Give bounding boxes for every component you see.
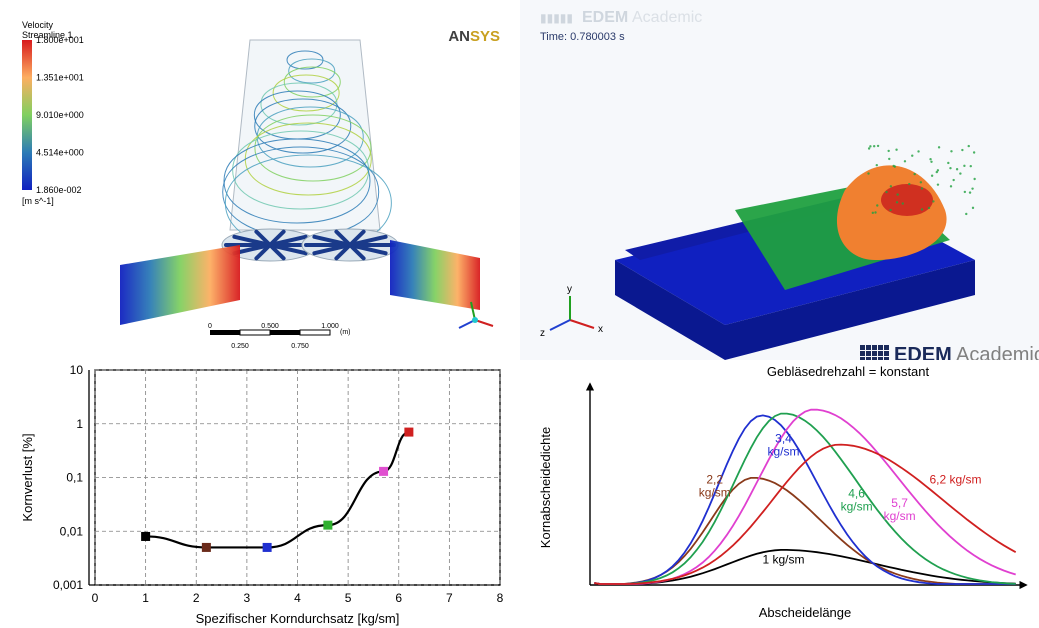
kornverlust-svg: 0 1 2 3 4 5 6 7 8 10 1 0,1 0,01 0,001 Spezifischer Kor… bbox=[0, 360, 520, 628]
svg-text:Kornabscheidedichte: Kornabscheidedichte bbox=[538, 427, 553, 548]
svg-text:5: 5 bbox=[345, 591, 352, 605]
svg-text:▮▮▮▮▮: ▮▮▮▮▮ bbox=[540, 11, 573, 25]
svg-text:7: 7 bbox=[446, 591, 453, 605]
svg-text:1: 1 bbox=[142, 591, 149, 605]
svg-text:8: 8 bbox=[497, 591, 504, 605]
svg-text:9.010e+000: 9.010e+000 bbox=[36, 110, 84, 120]
svg-text:Kornverlust [%]: Kornverlust [%] bbox=[20, 433, 35, 521]
svg-text:kg/sm: kg/sm bbox=[767, 445, 799, 459]
panel-edem-pile: ▮▮▮▮▮EDEMAcademicTime: 0.780003 sxyzEDEM… bbox=[520, 0, 1039, 360]
edem-render-svg: ▮▮▮▮▮EDEMAcademicTime: 0.780003 sxyzEDEM… bbox=[520, 0, 1039, 360]
svg-text:(m): (m) bbox=[340, 329, 351, 336]
svg-text:2: 2 bbox=[193, 591, 200, 605]
ansys-render-svg: VelocityStreamline 11.800e+0011.351e+001… bbox=[0, 0, 520, 360]
svg-text:0.750: 0.750 bbox=[291, 343, 309, 350]
svg-text:1 kg/sm: 1 kg/sm bbox=[762, 553, 804, 567]
svg-text:x: x bbox=[598, 324, 603, 335]
svg-text:kg/sm: kg/sm bbox=[884, 509, 916, 523]
svg-text:EDEM: EDEM bbox=[894, 344, 952, 360]
ansys-logo-right: SYS bbox=[470, 28, 500, 45]
svg-text:1.351e+001: 1.351e+001 bbox=[36, 73, 84, 83]
svg-text:Abscheidelänge: Abscheidelänge bbox=[759, 605, 852, 620]
svg-text:y: y bbox=[567, 284, 572, 295]
svg-text:3,4: 3,4 bbox=[775, 432, 792, 446]
svg-text:Academic: Academic bbox=[632, 9, 702, 26]
svg-text:0,01: 0,01 bbox=[60, 524, 84, 538]
svg-text:0.500: 0.500 bbox=[261, 323, 279, 330]
ansys-logo: ANSYS bbox=[448, 28, 500, 45]
svg-text:4,6: 4,6 bbox=[848, 486, 865, 500]
svg-text:0,1: 0,1 bbox=[66, 471, 83, 485]
svg-text:EDEM: EDEM bbox=[582, 9, 628, 26]
svg-text:3: 3 bbox=[244, 591, 251, 605]
svg-text:10: 10 bbox=[70, 363, 84, 377]
panel-kornverlust-chart: 0 1 2 3 4 5 6 7 8 10 1 0,1 0,01 0,001 Spezifischer Kor… bbox=[0, 360, 520, 628]
svg-text:Time: 0.780003 s: Time: 0.780003 s bbox=[540, 31, 625, 43]
svg-text:1.860e-002: 1.860e-002 bbox=[36, 185, 82, 195]
svg-text:[m s^-1]: [m s^-1] bbox=[22, 196, 54, 206]
svg-text:kg/sm: kg/sm bbox=[699, 486, 731, 500]
svg-text:Gebläsedrehzahl = konstant: Gebläsedrehzahl = konstant bbox=[767, 364, 930, 379]
panel-ansys-streamlines: VelocityStreamline 11.800e+0011.351e+001… bbox=[0, 0, 520, 360]
svg-text:0: 0 bbox=[92, 591, 99, 605]
ansys-logo-left: AN bbox=[448, 28, 470, 45]
panel-abscheide-chart: Gebläsedrehzahl = konstant1 kg/sm2,2kg/s… bbox=[520, 360, 1039, 628]
svg-text:4.514e+000: 4.514e+000 bbox=[36, 148, 84, 158]
svg-text:Academic: Academic bbox=[956, 344, 1039, 360]
svg-text:0,001: 0,001 bbox=[53, 578, 83, 592]
svg-text:4: 4 bbox=[294, 591, 301, 605]
svg-text:Velocity: Velocity bbox=[22, 20, 54, 30]
svg-text:1.800e+001: 1.800e+001 bbox=[36, 35, 84, 45]
svg-text:z: z bbox=[540, 328, 545, 339]
svg-text:1: 1 bbox=[76, 417, 83, 431]
svg-text:Spezifischer Korndurchsatz [k: Spezifischer Korndurchsatz [kg/sm] bbox=[196, 611, 400, 626]
svg-text:5,7: 5,7 bbox=[891, 496, 908, 510]
svg-text:0: 0 bbox=[208, 323, 212, 330]
svg-text:6: 6 bbox=[395, 591, 402, 605]
svg-text:6,2 kg/sm: 6,2 kg/sm bbox=[929, 473, 981, 487]
abscheide-svg: Gebläsedrehzahl = konstant1 kg/sm2,2kg/s… bbox=[520, 360, 1039, 628]
svg-text:2,2: 2,2 bbox=[706, 473, 723, 487]
svg-text:kg/sm: kg/sm bbox=[841, 499, 873, 513]
svg-text:1.000: 1.000 bbox=[321, 323, 339, 330]
svg-text:0.250: 0.250 bbox=[231, 343, 249, 350]
